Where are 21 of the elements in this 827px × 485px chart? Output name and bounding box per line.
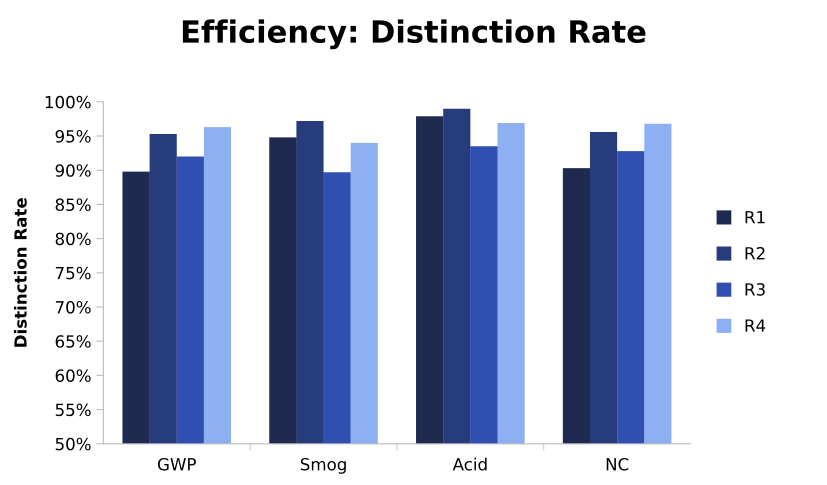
y-tick-label: 65%: [56, 335, 91, 348]
y-axis-title: Distinction Rate: [14, 198, 27, 347]
x-tick-label: NC: [606, 458, 628, 471]
y-tick-label: 75%: [56, 266, 91, 280]
x-tick-label: GWP: [158, 458, 196, 471]
y-tick-label: 50%: [56, 438, 91, 450]
y-tick-label: 70%: [56, 300, 91, 314]
y-tick-label: 60%: [56, 369, 91, 382]
x-tick-label: Acid: [452, 458, 487, 471]
y-tick-label: 80%: [56, 232, 91, 246]
y-tick-label: 55%: [56, 404, 91, 416]
x-tick-label: Smog: [300, 458, 346, 474]
chart-title: Efficiency: Distinction Rate: [182, 19, 646, 50]
legend-label: R3: [746, 283, 765, 296]
legend-label: R1: [746, 211, 765, 224]
y-tick-label: 85%: [56, 198, 91, 211]
legend-label: R4: [746, 319, 766, 332]
legend-label: R2: [746, 246, 764, 260]
y-tick-label: 100%: [46, 96, 91, 108]
y-tick-label: 95%: [56, 130, 91, 143]
y-tick-label: 90%: [56, 164, 91, 177]
